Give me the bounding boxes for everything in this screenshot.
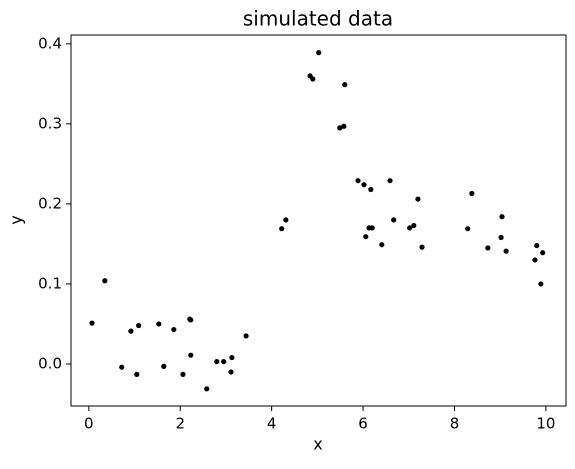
x-tick-label: 8: [450, 415, 460, 433]
point: [411, 222, 417, 229]
point: [407, 225, 413, 231]
point: [355, 178, 361, 184]
y-tick-label: 0.2: [38, 194, 62, 212]
x-tick-label: 2: [175, 415, 185, 433]
x-tick-label: 10: [536, 415, 555, 433]
point: [310, 76, 316, 82]
point: [363, 234, 369, 240]
point: [316, 50, 322, 56]
point: [499, 214, 505, 220]
point: [534, 242, 540, 249]
point: [102, 278, 108, 284]
point: [341, 123, 347, 129]
point: [498, 234, 504, 241]
point: [361, 182, 367, 188]
point: [337, 125, 343, 131]
point: [119, 364, 125, 370]
point: [369, 225, 375, 231]
chart-title: simulated data: [243, 7, 393, 31]
y-tick-label: 0.3: [38, 114, 62, 132]
point: [171, 326, 177, 333]
point: [419, 244, 425, 250]
plot-frame: [70, 34, 567, 407]
x-tick-label: 4: [267, 415, 277, 433]
point: [221, 358, 227, 365]
y-tick-label: 0.4: [38, 34, 62, 52]
point: [391, 217, 397, 223]
y-tick-label: 0.0: [38, 354, 62, 372]
point: [161, 363, 167, 369]
y-axis-label: y: [7, 215, 26, 224]
point: [415, 196, 421, 202]
point: [134, 371, 140, 377]
point: [243, 333, 249, 339]
point: [465, 226, 471, 232]
point: [128, 328, 134, 334]
point: [279, 226, 285, 232]
point: [214, 358, 220, 365]
point: [228, 369, 234, 375]
point: [188, 352, 194, 358]
point: [283, 217, 289, 223]
point: [180, 371, 186, 377]
point: [387, 178, 393, 184]
point: [485, 245, 491, 251]
point: [503, 248, 509, 254]
point: [188, 317, 194, 323]
x-tick-label: 0: [84, 415, 94, 433]
point: [89, 320, 95, 326]
point: [156, 321, 162, 327]
x-tick-label: 6: [358, 415, 368, 433]
point: [469, 190, 475, 197]
point: [532, 257, 538, 263]
point: [342, 82, 348, 88]
x-axis-label: x: [313, 435, 322, 454]
point: [540, 250, 546, 256]
point: [368, 186, 374, 193]
point: [136, 322, 142, 329]
point: [229, 354, 235, 361]
point: [379, 242, 385, 248]
point: [538, 281, 544, 287]
y-tick-label: 0.1: [38, 274, 62, 292]
point: [204, 386, 210, 392]
